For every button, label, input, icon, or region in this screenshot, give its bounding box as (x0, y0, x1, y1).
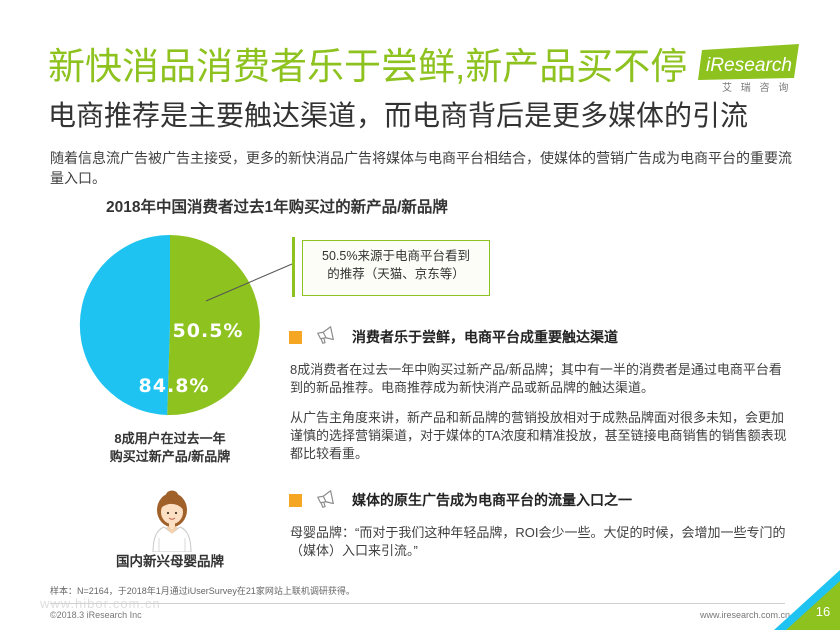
pie-caption-line-1: 8成用户在过去一年 (114, 431, 226, 446)
pie-label-ecommerce-share: 50.5% (173, 320, 244, 342)
slide-title: 新快消品消费者乐于尝鲜,新产品买不停 (48, 46, 688, 87)
corner-decoration (774, 570, 840, 630)
website-url: www.iresearch.com.cn (699, 610, 790, 620)
chart-title: 2018年中国消费者过去1年购买过的新产品/新品牌 (106, 199, 448, 216)
logo-banner (698, 44, 799, 80)
section-2-heading: 媒体的原生广告成为电商平台的流量入口之一 (352, 492, 632, 508)
page-number: 16 (815, 604, 831, 619)
iresearch-logo: iResearch (694, 40, 804, 100)
pie-label-total: 84.8% (139, 375, 210, 397)
logo-brand-text: iResearch (706, 55, 792, 76)
footer-divider (50, 603, 785, 604)
callout-leader-line (205, 263, 293, 302)
bullet-square (289, 331, 302, 344)
megaphone-icon (317, 326, 334, 344)
logo-chinese-name: 艾 瑞 咨 询 (722, 83, 792, 94)
logo-mark: iResearch (698, 44, 799, 80)
pie-caption: 8成用户在过去一年 购买过新产品/新品牌 (90, 430, 250, 466)
pie-slices (79, 234, 260, 415)
pie-chart: 50.5% 84.8% (79, 234, 260, 415)
mother-avatar-icon (152, 490, 192, 552)
callout-line-2: 的推荐（天猫、京东等） (327, 267, 465, 281)
callout-line-1: 50.5%来源于电商平台看到 (322, 249, 470, 263)
callout-leader (205, 263, 293, 302)
callout-box: 50.5%来源于电商平台看到 的推荐（天猫、京东等） (302, 240, 490, 296)
pie-caption-line-2: 购买过新产品/新品牌 (109, 449, 231, 464)
megaphone-icon (317, 490, 334, 508)
section-1-heading: 消费者乐于尝鲜，电商平台成重要触达渠道 (352, 329, 618, 345)
intro-paragraph: 随着信息流广告被广告主接受，更多的新快消品广告将媒体与电商平台相结合，使媒体的营… (50, 150, 792, 186)
pie-slice-1 (167, 235, 260, 415)
section-1-paragraph-1: 8成消费者在过去一年中购买过新产品/新品牌；其中有一半的消费者是通过电商平台看到… (290, 362, 782, 395)
bullet-square (289, 494, 302, 507)
sample-note: 样本：N=2164，于2018年1月通过iUserSurvey在21家网站上联机… (50, 586, 355, 596)
section-2-paragraph-1: 母婴品牌：“而对于我们这种年轻品牌，ROI会少一些。大促的时候，会增加一些专门的… (290, 525, 786, 558)
callout-bar (292, 237, 295, 297)
section-1-paragraph-2: 从广告主角度来讲，新产品和新品牌的营销投放相对于成熟品牌面对很多未知，会更加谨慎… (290, 410, 787, 461)
persona-label: 国内新兴母婴品牌 (116, 554, 224, 569)
copyright: ©2018.3 iResearch Inc (50, 610, 142, 620)
slide-subtitle: 电商推荐是主要触达渠道，而电商背后是更多媒体的引流 (48, 100, 749, 131)
pie-slice-remainder (79, 234, 170, 415)
